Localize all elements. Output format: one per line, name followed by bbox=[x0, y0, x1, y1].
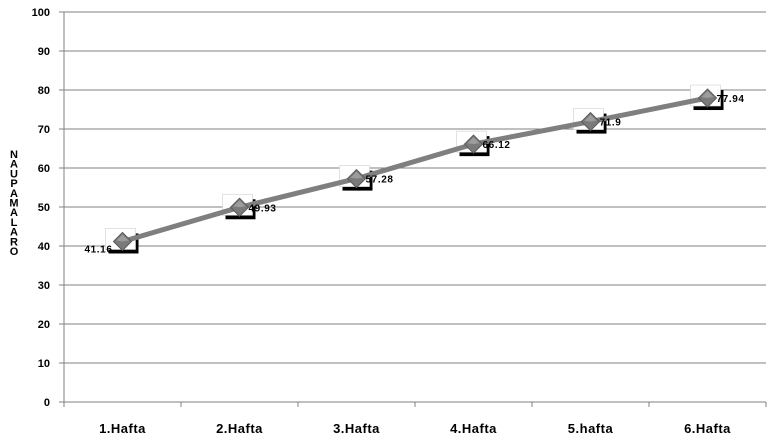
y-axis-label-letter: A bbox=[10, 188, 18, 200]
y-axis-label-letter: R bbox=[10, 236, 18, 248]
y-tick-label-20: 20 bbox=[38, 319, 50, 331]
y-tick-label-60: 60 bbox=[38, 163, 50, 175]
y-tick-label-40: 40 bbox=[38, 241, 50, 253]
y-axis-label-letter: U bbox=[10, 168, 18, 180]
data-point-marker-highlight bbox=[701, 91, 714, 99]
y-tick-label-100: 100 bbox=[32, 7, 50, 19]
y-axis-label-letter: P bbox=[10, 178, 17, 190]
series-line bbox=[120, 95, 710, 244]
x-tick-label: 4.Hafta bbox=[450, 421, 497, 436]
data-point-marker-highlight bbox=[116, 234, 129, 242]
data-label: 66.12 bbox=[483, 140, 511, 151]
y-axis-label-letter: O bbox=[10, 246, 19, 258]
data-label: 57.28 bbox=[366, 175, 394, 186]
data-label: 77.94 bbox=[717, 94, 745, 105]
data-point-marker-highlight bbox=[584, 114, 597, 122]
series-line-0 bbox=[120, 95, 710, 244]
y-tick-label-0: 0 bbox=[44, 397, 50, 409]
data-point-marker-highlight bbox=[467, 137, 480, 145]
y-tick-label-10: 10 bbox=[38, 358, 50, 370]
data-label: 41.16 bbox=[84, 244, 112, 255]
data-label: 71.9 bbox=[600, 118, 622, 129]
x-tick-label: 6.Hafta bbox=[684, 421, 731, 436]
y-tick-label-30: 30 bbox=[38, 280, 50, 292]
data-label: 49.93 bbox=[249, 203, 277, 214]
grid-lines bbox=[64, 11, 766, 364]
marker-boxes bbox=[105, 84, 724, 254]
x-tick-labels: 1.Hafta 2.Hafta 3.Hafta 4.Hafta 5.hafta 6.Haf… bbox=[99, 421, 731, 436]
y-tick-label-80: 80 bbox=[38, 85, 50, 97]
y-axis-label-letter: A bbox=[10, 159, 18, 171]
y-tick-label-50: 50 bbox=[38, 202, 50, 214]
y-axis-label-letter: M bbox=[9, 198, 18, 210]
y-tick-label-70: 70 bbox=[38, 124, 50, 136]
axes bbox=[59, 11, 767, 407]
data-markers bbox=[112, 88, 718, 252]
y-axis-label-letter: A bbox=[10, 227, 18, 239]
x-tick-label: 5.hafta bbox=[568, 421, 614, 436]
x-tick-label: 1.Hafta bbox=[99, 421, 146, 436]
data-labels: 41.16 49.93 57.28 66.12 71.9 77.94 bbox=[84, 94, 745, 255]
y-axis-label-letter: N bbox=[10, 149, 18, 161]
y-tick-label-90: 90 bbox=[38, 46, 50, 58]
y-axis-label-letter: L bbox=[11, 217, 18, 229]
x-tick-label: 3.Hafta bbox=[333, 421, 380, 436]
y-tick-labels: 0 10 20 30 40 50 60 70 80 90 100 bbox=[32, 7, 50, 409]
data-point-marker-highlight bbox=[350, 171, 363, 179]
x-tick-label: 2.Hafta bbox=[216, 421, 263, 436]
y-axis-label-letter: A bbox=[10, 207, 18, 219]
data-point-marker-highlight bbox=[233, 200, 246, 208]
